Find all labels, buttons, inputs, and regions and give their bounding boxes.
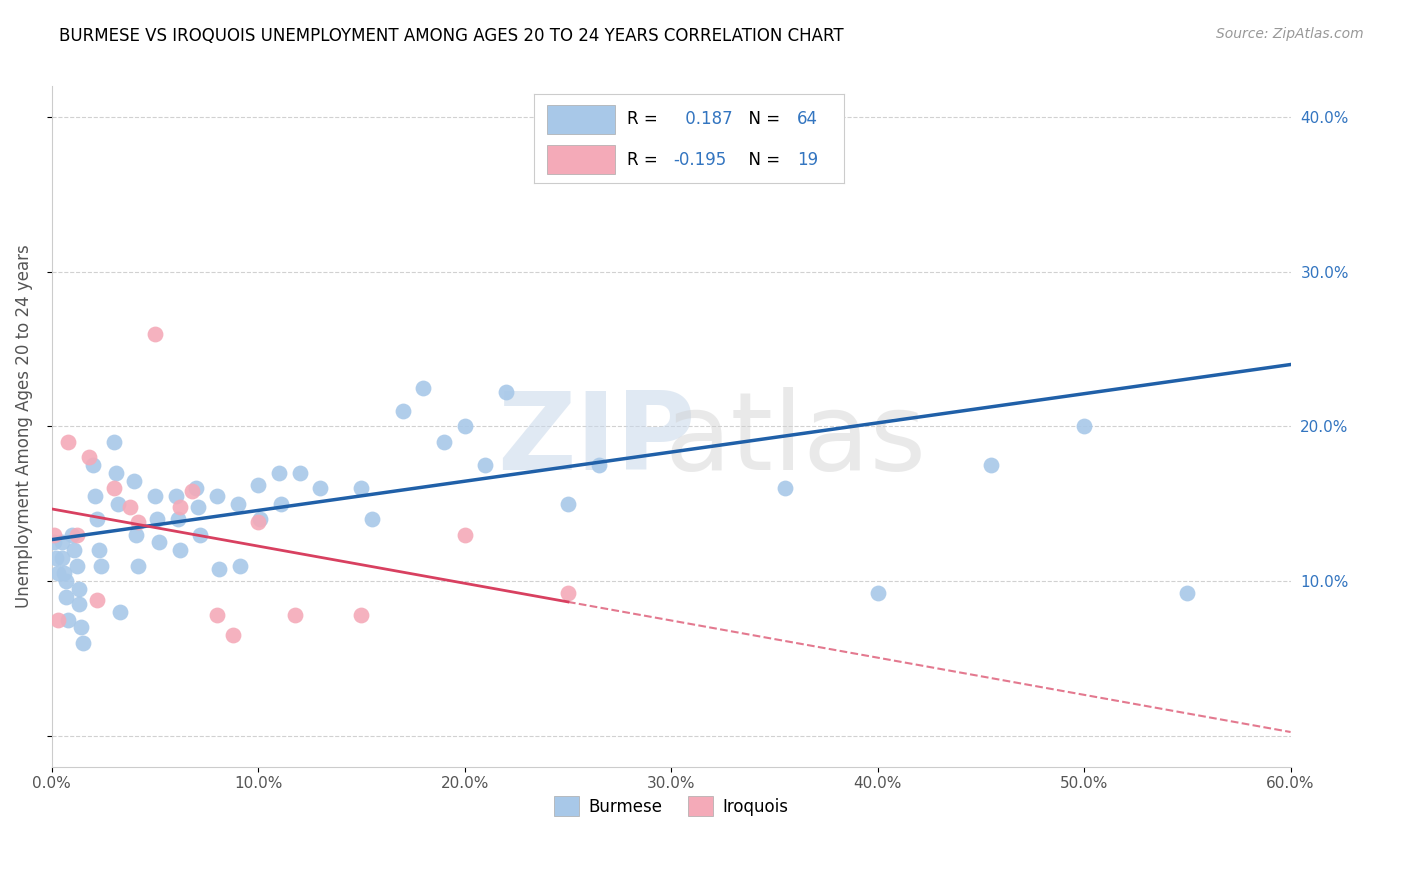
Point bbox=[86, 512, 108, 526]
Point bbox=[65, 558, 87, 573]
Point bbox=[454, 527, 477, 541]
Point bbox=[288, 466, 311, 480]
Text: 0.187: 0.187 bbox=[679, 110, 733, 128]
Point bbox=[46, 613, 69, 627]
Point bbox=[72, 636, 94, 650]
Point bbox=[588, 458, 610, 472]
Point bbox=[127, 558, 149, 573]
Text: N =: N = bbox=[738, 151, 786, 169]
Point bbox=[773, 481, 796, 495]
Point bbox=[45, 550, 67, 565]
Point bbox=[309, 481, 332, 495]
Point bbox=[165, 489, 187, 503]
Point bbox=[148, 535, 170, 549]
Point bbox=[89, 543, 111, 558]
Point bbox=[51, 535, 73, 549]
Point bbox=[247, 516, 270, 530]
Point bbox=[270, 497, 292, 511]
Point bbox=[55, 574, 77, 588]
Point bbox=[267, 466, 290, 480]
Point bbox=[166, 512, 188, 526]
Point bbox=[205, 608, 228, 623]
Point bbox=[391, 404, 413, 418]
Point bbox=[284, 608, 307, 623]
Point bbox=[249, 512, 271, 526]
Point bbox=[69, 620, 91, 634]
Point bbox=[1175, 586, 1198, 600]
Point bbox=[190, 527, 212, 541]
Point bbox=[205, 489, 228, 503]
Point bbox=[125, 527, 148, 541]
Point bbox=[495, 385, 517, 400]
FancyBboxPatch shape bbox=[547, 145, 614, 174]
Point bbox=[222, 628, 245, 642]
Point bbox=[124, 474, 146, 488]
Point bbox=[866, 586, 889, 600]
Text: 19: 19 bbox=[797, 151, 818, 169]
Text: 64: 64 bbox=[797, 110, 818, 128]
Point bbox=[146, 512, 169, 526]
Point bbox=[103, 434, 125, 449]
Point bbox=[77, 450, 100, 465]
Point bbox=[169, 500, 191, 514]
Point bbox=[42, 527, 65, 541]
Point bbox=[474, 458, 496, 472]
Point bbox=[1073, 419, 1095, 434]
Point bbox=[557, 586, 579, 600]
Point bbox=[58, 434, 80, 449]
Point bbox=[433, 434, 456, 449]
Point bbox=[228, 558, 250, 573]
Y-axis label: Unemployment Among Ages 20 to 24 years: Unemployment Among Ages 20 to 24 years bbox=[15, 244, 32, 608]
Legend: Burmese, Iroquois: Burmese, Iroquois bbox=[547, 789, 796, 822]
Point bbox=[186, 481, 208, 495]
Point bbox=[108, 605, 131, 619]
Point bbox=[67, 597, 90, 611]
Point bbox=[143, 489, 166, 503]
Point bbox=[42, 535, 65, 549]
Text: atlas: atlas bbox=[664, 387, 927, 493]
Point bbox=[107, 497, 129, 511]
Point bbox=[51, 550, 73, 565]
Point bbox=[360, 512, 382, 526]
Point bbox=[103, 481, 125, 495]
Point bbox=[350, 608, 373, 623]
Text: -0.195: -0.195 bbox=[673, 151, 727, 169]
Point bbox=[557, 497, 579, 511]
Point bbox=[247, 478, 270, 492]
Point bbox=[84, 489, 107, 503]
Point bbox=[65, 527, 87, 541]
Text: Source: ZipAtlas.com: Source: ZipAtlas.com bbox=[1216, 27, 1364, 41]
Point bbox=[46, 566, 69, 581]
Point bbox=[104, 466, 127, 480]
Point bbox=[598, 133, 620, 147]
Point bbox=[659, 118, 682, 132]
Point bbox=[90, 558, 112, 573]
Text: N =: N = bbox=[738, 110, 786, 128]
Point bbox=[454, 419, 477, 434]
Point bbox=[67, 582, 90, 596]
Point bbox=[208, 562, 231, 576]
Point bbox=[181, 484, 204, 499]
Point bbox=[55, 590, 77, 604]
Point bbox=[63, 543, 86, 558]
FancyBboxPatch shape bbox=[547, 105, 614, 134]
Point bbox=[169, 543, 191, 558]
Point bbox=[82, 458, 104, 472]
Point bbox=[350, 481, 373, 495]
Point bbox=[53, 566, 76, 581]
Text: ZIP: ZIP bbox=[498, 387, 696, 493]
Text: R =: R = bbox=[627, 110, 664, 128]
Point bbox=[143, 326, 166, 341]
Point bbox=[58, 613, 80, 627]
Text: R =: R = bbox=[627, 151, 664, 169]
Point bbox=[86, 592, 108, 607]
Text: BURMESE VS IROQUOIS UNEMPLOYMENT AMONG AGES 20 TO 24 YEARS CORRELATION CHART: BURMESE VS IROQUOIS UNEMPLOYMENT AMONG A… bbox=[59, 27, 844, 45]
Point bbox=[412, 381, 434, 395]
Point bbox=[187, 500, 209, 514]
Point bbox=[980, 458, 1002, 472]
Point bbox=[127, 516, 149, 530]
Point bbox=[60, 527, 83, 541]
Point bbox=[120, 500, 142, 514]
Point bbox=[226, 497, 249, 511]
